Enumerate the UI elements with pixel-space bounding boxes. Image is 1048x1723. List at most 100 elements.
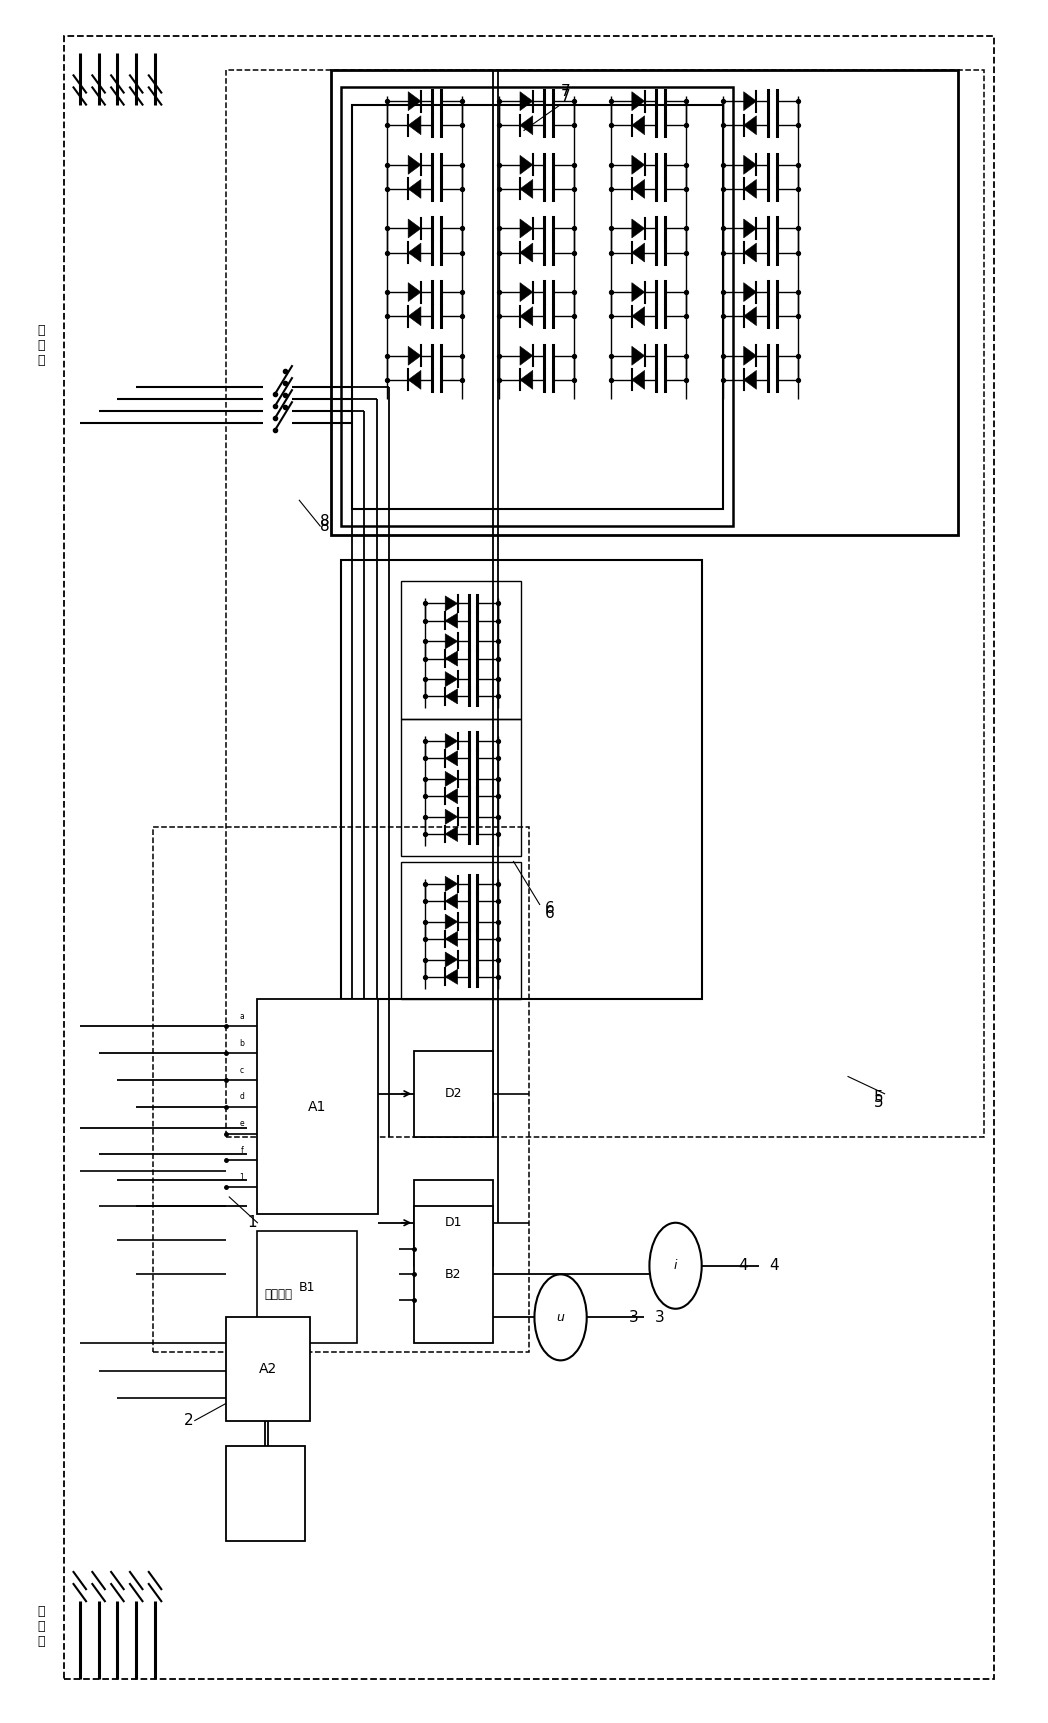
Polygon shape [445,789,458,803]
Polygon shape [408,115,421,134]
Text: 主控制器: 主控制器 [264,1289,292,1301]
Polygon shape [445,672,458,687]
Polygon shape [520,179,532,198]
Text: 1: 1 [239,1173,244,1182]
Polygon shape [520,91,532,110]
Polygon shape [445,651,458,667]
Polygon shape [520,283,532,302]
Text: 5: 5 [874,1091,883,1106]
Polygon shape [445,751,458,765]
Text: 8: 8 [321,519,330,534]
Text: 7: 7 [561,84,570,98]
Polygon shape [445,968,458,984]
Polygon shape [408,91,421,110]
Bar [341,560,702,999]
Polygon shape [445,894,458,908]
Polygon shape [744,219,757,238]
Text: A1: A1 [308,1099,327,1113]
Text: f: f [240,1146,243,1154]
Text: B2: B2 [445,1268,462,1280]
Polygon shape [408,179,421,198]
Polygon shape [744,115,757,134]
Text: i: i [674,1260,677,1272]
Polygon shape [632,155,645,174]
Bar [341,88,733,526]
Text: 3: 3 [629,1309,638,1325]
Bar [401,862,522,999]
Polygon shape [445,734,458,750]
Polygon shape [445,613,458,629]
Polygon shape [520,346,532,365]
Polygon shape [520,307,532,326]
Polygon shape [744,346,757,365]
Text: 负
载
侧: 负 载 侧 [38,324,45,367]
Bar [351,105,722,508]
Text: 3: 3 [655,1309,664,1325]
Bar [401,581,522,718]
Polygon shape [445,772,458,786]
Polygon shape [408,307,421,326]
Text: b: b [239,1039,244,1048]
Bar [414,1180,493,1266]
Bar [414,1051,493,1137]
Text: D2: D2 [444,1087,462,1101]
Text: D1: D1 [444,1216,462,1228]
Bar [153,827,529,1353]
Text: a: a [239,1011,244,1020]
Polygon shape [632,307,645,326]
Polygon shape [445,827,458,841]
Polygon shape [445,634,458,650]
Text: c: c [240,1065,244,1075]
Polygon shape [744,283,757,302]
Polygon shape [632,91,645,110]
Text: B1: B1 [299,1280,315,1294]
Polygon shape [520,115,532,134]
Polygon shape [632,179,645,198]
Text: 电
源
侧: 电 源 侧 [38,1606,45,1649]
Text: 2: 2 [184,1413,194,1428]
Text: 6: 6 [545,906,554,920]
Bar [414,1206,493,1344]
Bar [330,71,958,534]
Polygon shape [520,155,532,174]
Bar [226,71,984,1137]
Text: d: d [239,1092,244,1101]
Polygon shape [744,243,757,262]
Polygon shape [445,953,458,967]
Polygon shape [408,346,421,365]
Polygon shape [445,932,458,946]
Bar [226,1446,305,1540]
Polygon shape [632,283,645,302]
Polygon shape [632,243,645,262]
Polygon shape [408,370,421,389]
Text: 6: 6 [545,901,554,917]
Polygon shape [445,810,458,824]
Text: 5: 5 [874,1094,883,1110]
Text: 4: 4 [738,1258,748,1273]
Polygon shape [408,155,421,174]
Bar [258,1232,356,1344]
Bar [258,999,377,1215]
Polygon shape [408,283,421,302]
Text: 7: 7 [561,88,570,103]
Polygon shape [744,91,757,110]
Polygon shape [445,877,458,891]
Polygon shape [632,346,645,365]
Polygon shape [408,219,421,238]
Text: 8: 8 [321,513,330,529]
Text: 1: 1 [247,1215,257,1230]
Bar [401,718,522,856]
Text: 4: 4 [769,1258,780,1273]
Polygon shape [632,370,645,389]
Polygon shape [445,915,458,929]
Bar [64,36,995,1678]
Polygon shape [744,307,757,326]
Polygon shape [632,219,645,238]
Polygon shape [632,115,645,134]
Polygon shape [744,370,757,389]
Text: e: e [240,1120,244,1129]
Polygon shape [445,596,458,612]
Polygon shape [744,179,757,198]
Polygon shape [520,243,532,262]
Polygon shape [744,155,757,174]
